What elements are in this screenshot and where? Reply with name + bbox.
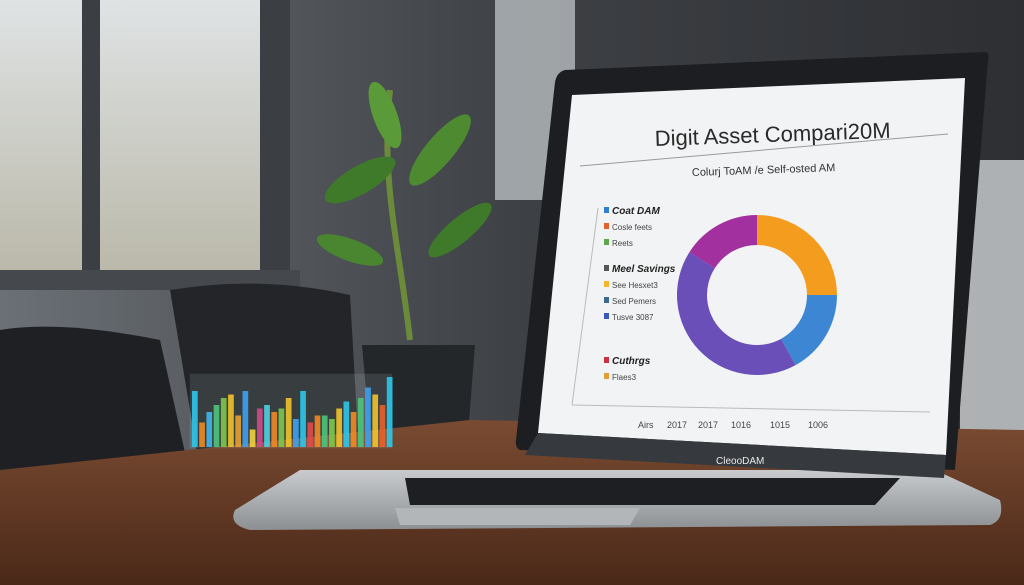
x-axis-tick-label: 1006: [808, 420, 828, 430]
hologram-bar: [372, 394, 379, 447]
hologram-bar: [300, 391, 306, 447]
x-axis-tick-label: 2017: [698, 420, 718, 430]
legend-item: Cosle feets: [612, 223, 652, 232]
hologram-bar: [249, 429, 256, 447]
hologram-bar: [228, 394, 234, 447]
legend-swatch: [604, 313, 609, 319]
x-axis-tick-label: 1015: [770, 420, 790, 430]
hologram-bar: [256, 408, 263, 447]
keyboard: [405, 478, 900, 505]
legend-item: Sed Pemers: [612, 297, 656, 306]
hologram-bar: [235, 415, 241, 447]
legend-swatch: [604, 297, 609, 303]
laptop-screen: [538, 78, 965, 455]
legend-item: Flaes3: [612, 373, 637, 382]
legend-heading: Meel Savings: [612, 264, 676, 275]
hologram-bar: [213, 405, 220, 447]
hologram-bar: [329, 419, 335, 447]
x-axis-tick-label: Airs: [638, 420, 654, 430]
x-axis-tick-label: 1016: [731, 420, 751, 430]
legend-item: Tusve 3087: [612, 313, 654, 322]
hologram-bar: [343, 401, 350, 447]
hologram-bar: [314, 415, 321, 447]
legend-swatch: [604, 281, 609, 287]
donut-segment: [677, 252, 796, 375]
hologram-bar: [293, 419, 299, 447]
hologram-bar: [336, 408, 342, 447]
donut-chart: [677, 215, 837, 375]
hologram-bar: [199, 422, 205, 447]
donut-segment: [689, 215, 757, 269]
legend-swatch: [604, 223, 609, 229]
legend-swatch: [604, 207, 609, 213]
chart-legend: Coat DAM Cosle feets Reets Meel Savings See …: [604, 206, 676, 382]
plant: [316, 81, 492, 435]
x-axis: Airs 2017 2017 1016 1015 1006: [638, 420, 828, 430]
hologram-bar: [242, 391, 249, 447]
hologram-bar: [278, 408, 285, 447]
hologram-bar: [206, 412, 213, 447]
hologram-bar: [271, 412, 278, 447]
hologram-bar: [264, 405, 270, 447]
hologram-bar: [321, 415, 328, 447]
donut-segment: [781, 295, 837, 366]
donut-segment: [757, 215, 837, 295]
legend-swatch: [604, 357, 609, 363]
laptop-brand: CleooDAM: [716, 456, 764, 467]
legend-heading: Coat DAM: [612, 206, 660, 217]
hologram-bar: [307, 422, 314, 447]
hologram-bar: [220, 398, 227, 447]
hologram-bar: [192, 391, 198, 447]
trackpad[interactable]: [395, 508, 640, 525]
x-axis-tick-label: 2017: [667, 420, 687, 430]
hologram-bar: [365, 387, 371, 447]
hologram-bar-chart: [189, 373, 393, 449]
hologram-bar: [386, 377, 393, 447]
hologram-bar: [379, 405, 386, 447]
hologram-bar: [285, 398, 292, 447]
legend-item: Reets: [612, 239, 633, 248]
chart-subtitle: Colurj ToAM /e Self-osted AM: [692, 162, 836, 179]
hologram-bar: [350, 412, 357, 447]
legend-swatch: [604, 373, 609, 379]
window: [0, 0, 290, 280]
legend-item: See Hesxet3: [612, 281, 658, 290]
legend-swatch: [604, 239, 609, 245]
legend-heading: Cuthrgs: [612, 356, 651, 367]
legend-swatch: [604, 265, 609, 271]
hologram-bar: [357, 398, 364, 447]
